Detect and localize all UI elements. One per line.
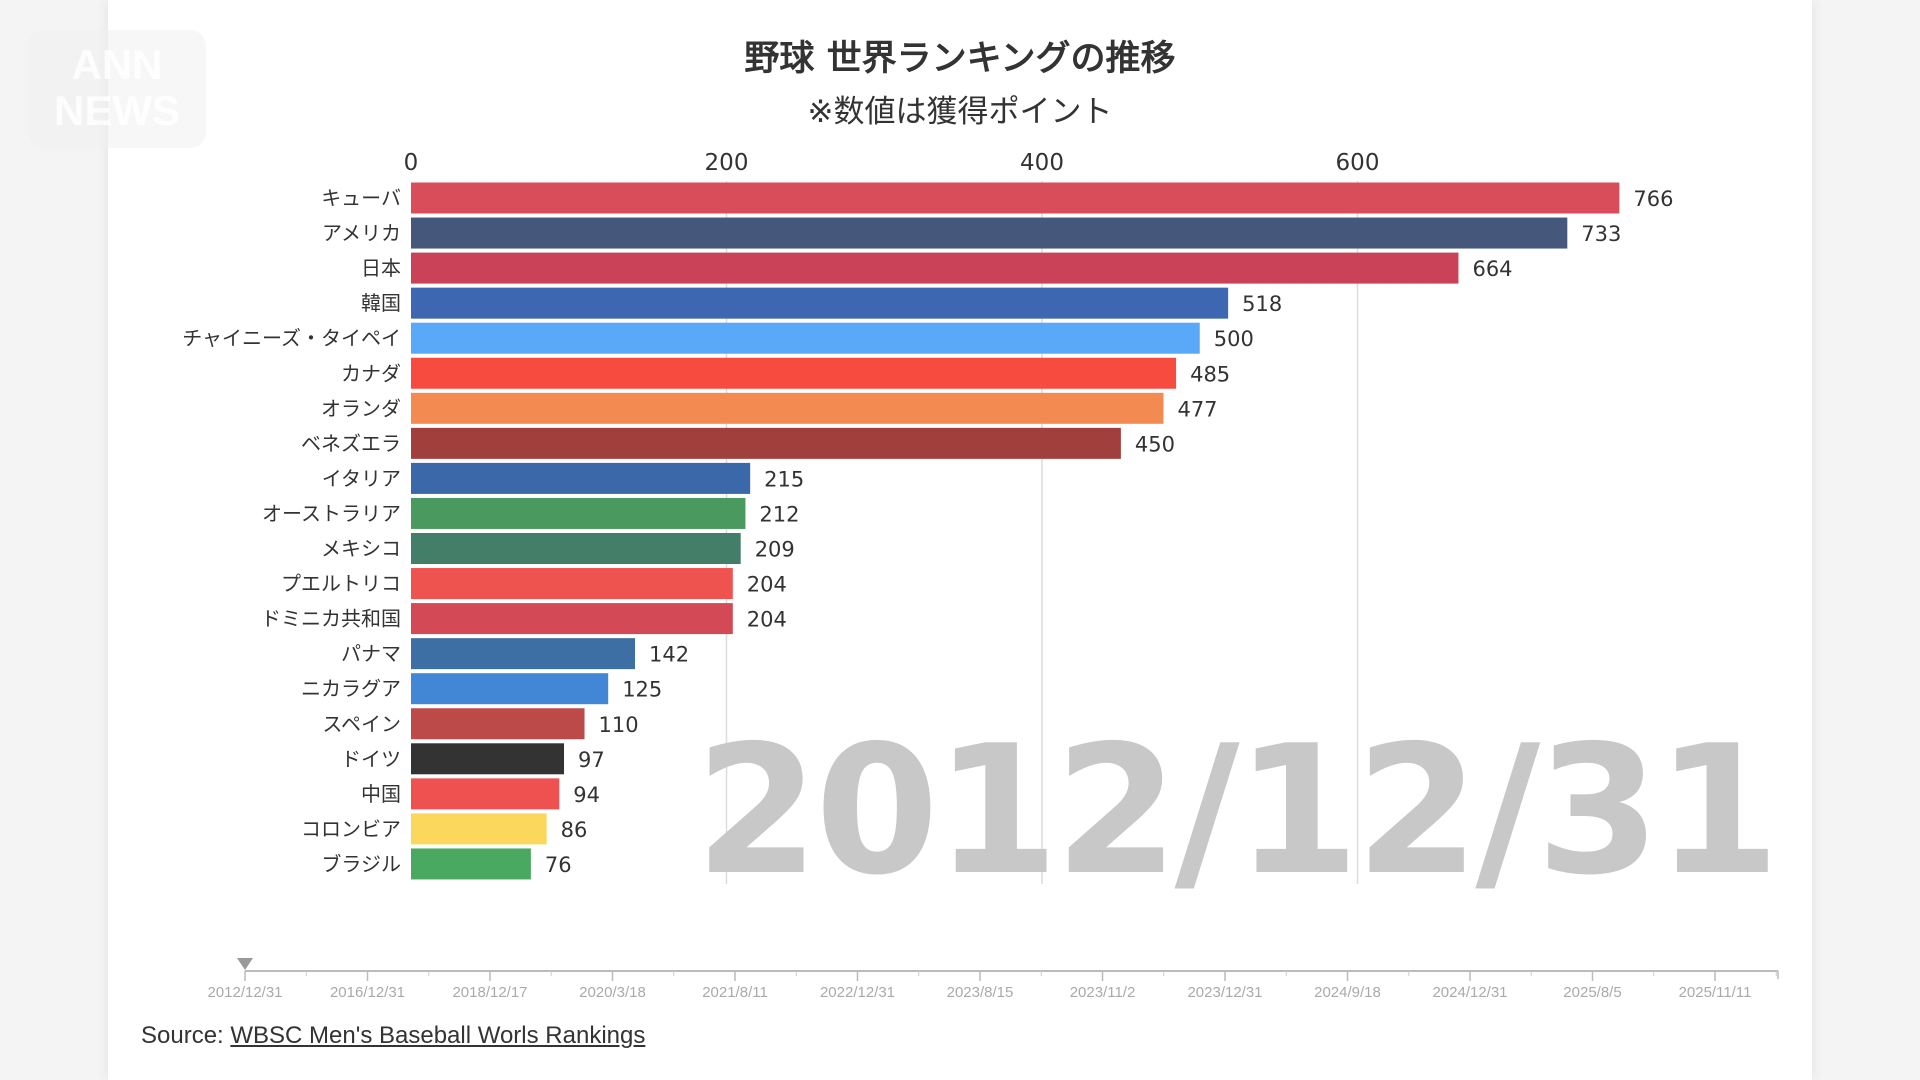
bar bbox=[411, 708, 585, 740]
value-label: 500 bbox=[1214, 327, 1254, 351]
timeline-handle-icon[interactable] bbox=[237, 958, 253, 970]
value-label: 733 bbox=[1581, 222, 1621, 246]
timeline-label[interactable]: 2023/11/2 bbox=[1070, 984, 1136, 1001]
category-label: ブラジル bbox=[321, 852, 401, 876]
category-label: アメリカ bbox=[322, 221, 401, 245]
bar bbox=[411, 217, 1568, 249]
category-label: ニカラグア bbox=[301, 677, 401, 701]
category-label: ベネズエラ bbox=[301, 431, 401, 455]
x-tick-label: 200 bbox=[705, 150, 749, 176]
category-label: メキシコ bbox=[321, 537, 401, 561]
bar bbox=[411, 322, 1200, 354]
bar bbox=[411, 743, 565, 775]
value-label: 766 bbox=[1633, 187, 1673, 211]
category-label: コロンビア bbox=[301, 817, 401, 841]
source-prefix: Source: bbox=[141, 1022, 231, 1049]
value-label: 485 bbox=[1190, 362, 1230, 386]
chart-subtitle: ※数値は獲得ポイント bbox=[807, 94, 1113, 130]
timeline-label[interactable]: 2024/9/18 bbox=[1314, 984, 1381, 1001]
bar bbox=[411, 392, 1164, 424]
timeline-label[interactable]: 2024/12/31 bbox=[1432, 984, 1507, 1001]
bar bbox=[411, 778, 560, 810]
bar bbox=[411, 848, 531, 880]
bar bbox=[411, 252, 1459, 284]
bar bbox=[411, 603, 733, 635]
ann-news-watermark-logo: ANN NEWS bbox=[28, 30, 206, 148]
value-label: 664 bbox=[1472, 257, 1512, 281]
value-label: 76 bbox=[545, 853, 572, 877]
timeline-label[interactable]: 2022/12/31 bbox=[820, 984, 895, 1001]
category-label: ドミニカ共和国 bbox=[261, 607, 401, 631]
timeline-label[interactable]: 2023/12/31 bbox=[1187, 984, 1262, 1001]
category-label: 中国 bbox=[361, 782, 401, 806]
category-label: オーストラリア bbox=[262, 501, 401, 525]
bar bbox=[411, 462, 751, 494]
bar bbox=[411, 497, 746, 529]
category-label: 日本 bbox=[361, 256, 401, 280]
value-label: 209 bbox=[755, 538, 795, 562]
category-label: オランダ bbox=[321, 396, 401, 420]
bar bbox=[411, 568, 733, 600]
source-note: Source: WBSC Men's Baseball Worls Rankin… bbox=[141, 1022, 645, 1050]
category-label: キューバ bbox=[321, 186, 401, 210]
bar bbox=[411, 813, 547, 845]
value-label: 204 bbox=[747, 573, 787, 597]
value-label: 518 bbox=[1242, 292, 1282, 316]
value-label: 94 bbox=[573, 783, 600, 807]
bar bbox=[411, 673, 609, 705]
timeline-label[interactable]: 2023/8/15 bbox=[947, 984, 1014, 1001]
category-label: 韓国 bbox=[361, 291, 401, 315]
chart-title: 野球 世界ランキングの推移 bbox=[744, 39, 1176, 79]
timeline-label[interactable]: 2016/12/31 bbox=[330, 984, 405, 1001]
bar bbox=[411, 533, 741, 564]
category-label: パナマ bbox=[341, 642, 401, 666]
value-label: 212 bbox=[759, 502, 799, 526]
value-label: 97 bbox=[578, 748, 605, 772]
value-label: 450 bbox=[1135, 432, 1175, 456]
bar bbox=[411, 427, 1121, 459]
value-label: 215 bbox=[764, 467, 804, 491]
bar bbox=[411, 182, 1620, 214]
x-tick-label: 600 bbox=[1336, 150, 1380, 176]
category-label: スペイン bbox=[322, 712, 401, 736]
bar bbox=[411, 357, 1177, 389]
current-date-label: 2012/12/31 bbox=[695, 707, 1776, 914]
value-label: 204 bbox=[747, 608, 787, 632]
value-label: 86 bbox=[561, 818, 588, 842]
value-label: 477 bbox=[1177, 397, 1217, 421]
category-label: プエルトリコ bbox=[281, 572, 401, 596]
timeline-label[interactable]: 2012/12/31 bbox=[207, 984, 282, 1001]
value-label: 125 bbox=[622, 678, 662, 702]
x-tick-label: 0 bbox=[404, 150, 419, 176]
bar bbox=[411, 638, 636, 670]
chart-card bbox=[108, 0, 1812, 1080]
timeline-label[interactable]: 2020/3/18 bbox=[579, 984, 646, 1001]
category-label: カナダ bbox=[341, 361, 401, 385]
category-label: イタリア bbox=[322, 466, 401, 490]
category-label: チャイニーズ・タイペイ bbox=[182, 326, 401, 350]
bar bbox=[411, 287, 1229, 319]
category-label: ドイツ bbox=[341, 747, 401, 771]
timeline-label[interactable]: 2025/8/5 bbox=[1563, 984, 1621, 1001]
timeline-label[interactable]: 2018/12/17 bbox=[452, 984, 527, 1001]
value-label: 110 bbox=[599, 713, 639, 737]
timeline-label[interactable]: 2021/8/11 bbox=[702, 984, 768, 1001]
x-tick-label: 400 bbox=[1020, 150, 1064, 176]
source-link[interactable]: WBSC Men's Baseball Worls Rankings bbox=[230, 1022, 646, 1049]
value-label: 142 bbox=[649, 643, 689, 667]
timeline-label[interactable]: 2025/11/11 bbox=[1679, 984, 1752, 1001]
